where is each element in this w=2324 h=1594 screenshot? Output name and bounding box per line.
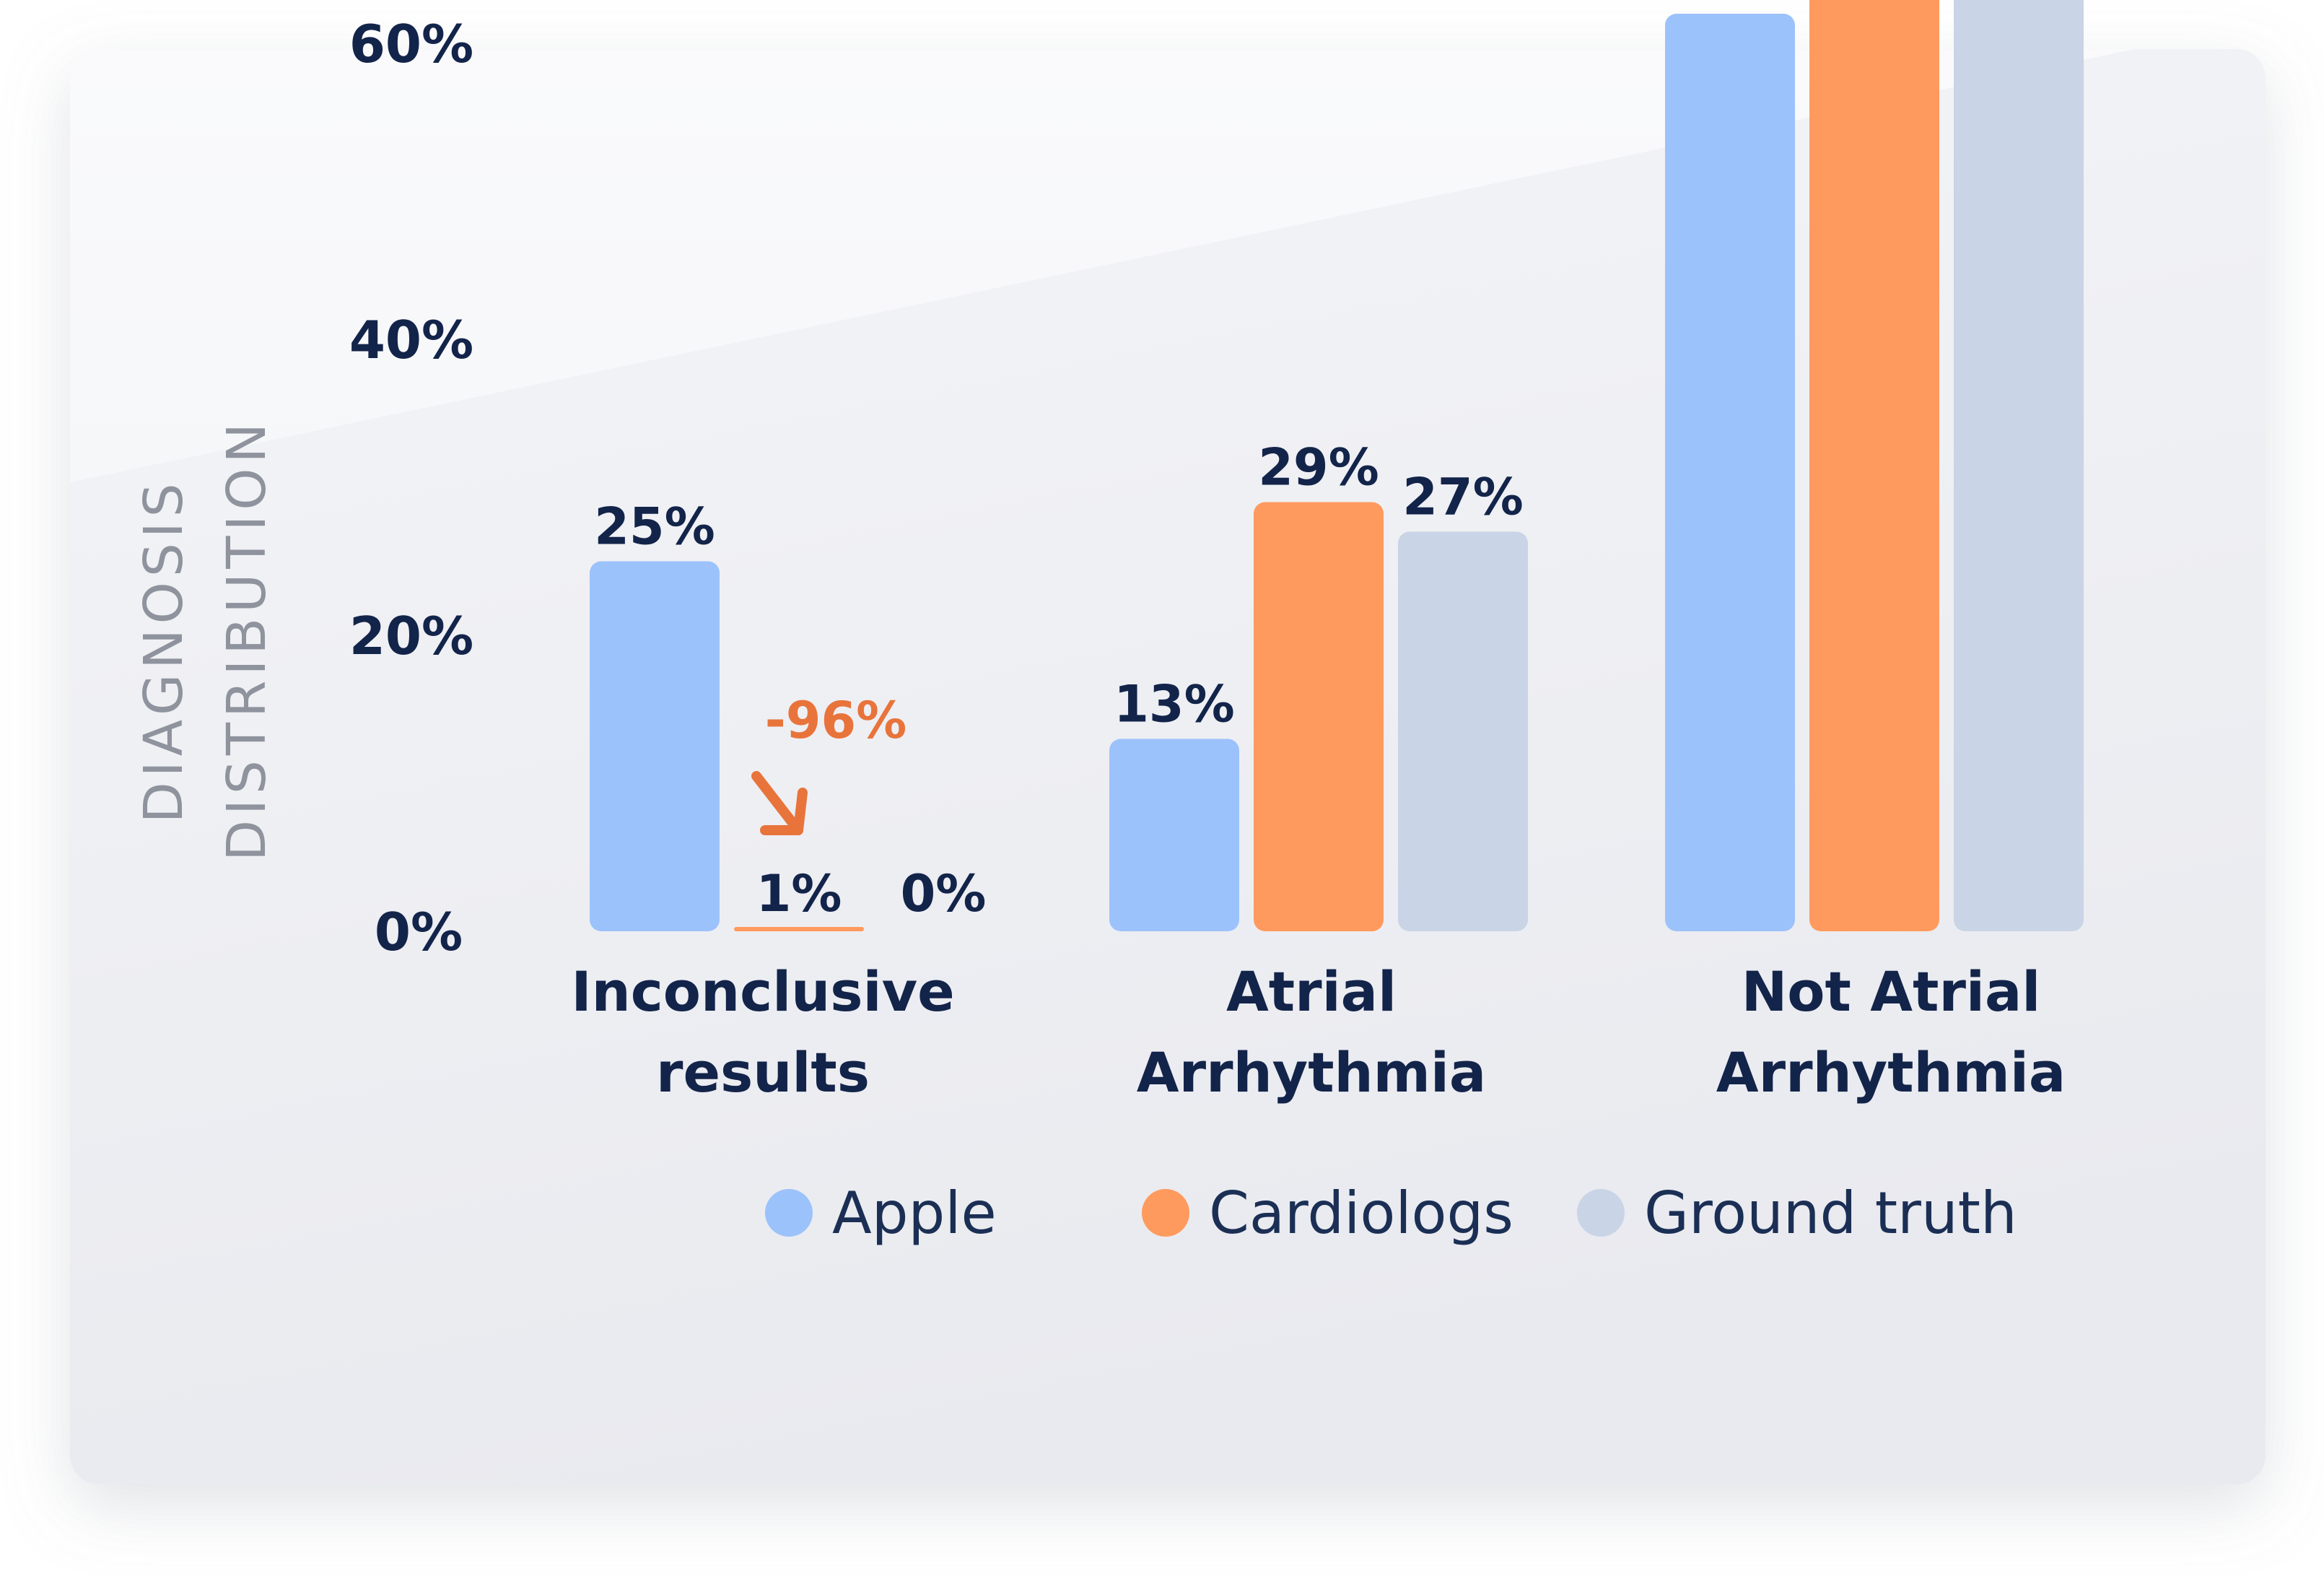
category-label: Inconclusive: [571, 959, 954, 1024]
category-label: Arrhythmia: [1716, 1040, 2066, 1105]
bar-apple: [1665, 14, 1795, 931]
y-tick-label: 20%: [349, 606, 473, 666]
bar-cardiologs: [1809, 0, 1939, 931]
annotation: -96%: [751, 691, 907, 835]
legend-item-ground-truth: Ground truth: [1577, 1180, 2017, 1247]
category-label: results: [656, 1040, 870, 1105]
arrow-down-right-icon: [751, 771, 808, 835]
legend-swatch: [1142, 1189, 1189, 1237]
y-tick-label: 0%: [375, 902, 463, 962]
legend-item-apple: Apple: [765, 1180, 997, 1247]
y-axis-ticks: 0%20%40%60%80%: [349, 14, 473, 962]
legend-item-cardiologs: Cardiologs: [1142, 1180, 1513, 1247]
legend-label: Apple: [832, 1180, 997, 1247]
bar-apple: [1109, 739, 1239, 931]
y-tick-label: 60%: [349, 14, 473, 74]
category-label: Not Atrial: [1742, 959, 2041, 1024]
category-label: Atrial: [1226, 959, 1397, 1024]
bar-apple: [590, 561, 720, 931]
annotation-text: -96%: [765, 691, 907, 750]
y-tick-label: 40%: [349, 310, 473, 370]
bar-cardiologs: [734, 927, 864, 931]
category-labels: Inconclusive results Atrial Arrhythmia Not A…: [571, 959, 2066, 1105]
value-label-ground-truth: 27%: [1402, 468, 1524, 527]
y-axis-label: DIAGNOSIS DISTRIBUTION: [133, 418, 278, 861]
bar-ground-truth: [1398, 531, 1528, 931]
bar-ground-truth: [1954, 0, 2084, 931]
legend-label: Ground truth: [1644, 1180, 2017, 1247]
value-label-apple: 25%: [594, 497, 715, 557]
value-label-cardiologs: 29%: [1258, 438, 1379, 497]
bars: [590, 0, 2084, 931]
legend-swatch: [1577, 1189, 1625, 1237]
legend: Apple Cardiologs Ground truth: [765, 1180, 2017, 1247]
value-label-ground-truth: 0%: [901, 864, 987, 923]
value-label-apple: 62%: [1669, 0, 1791, 9]
legend-swatch: [765, 1189, 813, 1237]
value-labels: 25%13%62%1%29%70%0%27%73%: [594, 0, 1791, 923]
category-label: Arrhythmia: [1137, 1040, 1486, 1105]
y-axis-label-line-2: DISTRIBUTION: [216, 418, 278, 861]
value-label-apple: 13%: [1114, 675, 1235, 734]
bar-cardiologs: [1254, 502, 1384, 931]
legend-label: Cardiologs: [1209, 1180, 1513, 1247]
y-axis-label-line-1: DIAGNOSIS: [133, 478, 195, 823]
value-label-cardiologs: 1%: [756, 864, 842, 923]
